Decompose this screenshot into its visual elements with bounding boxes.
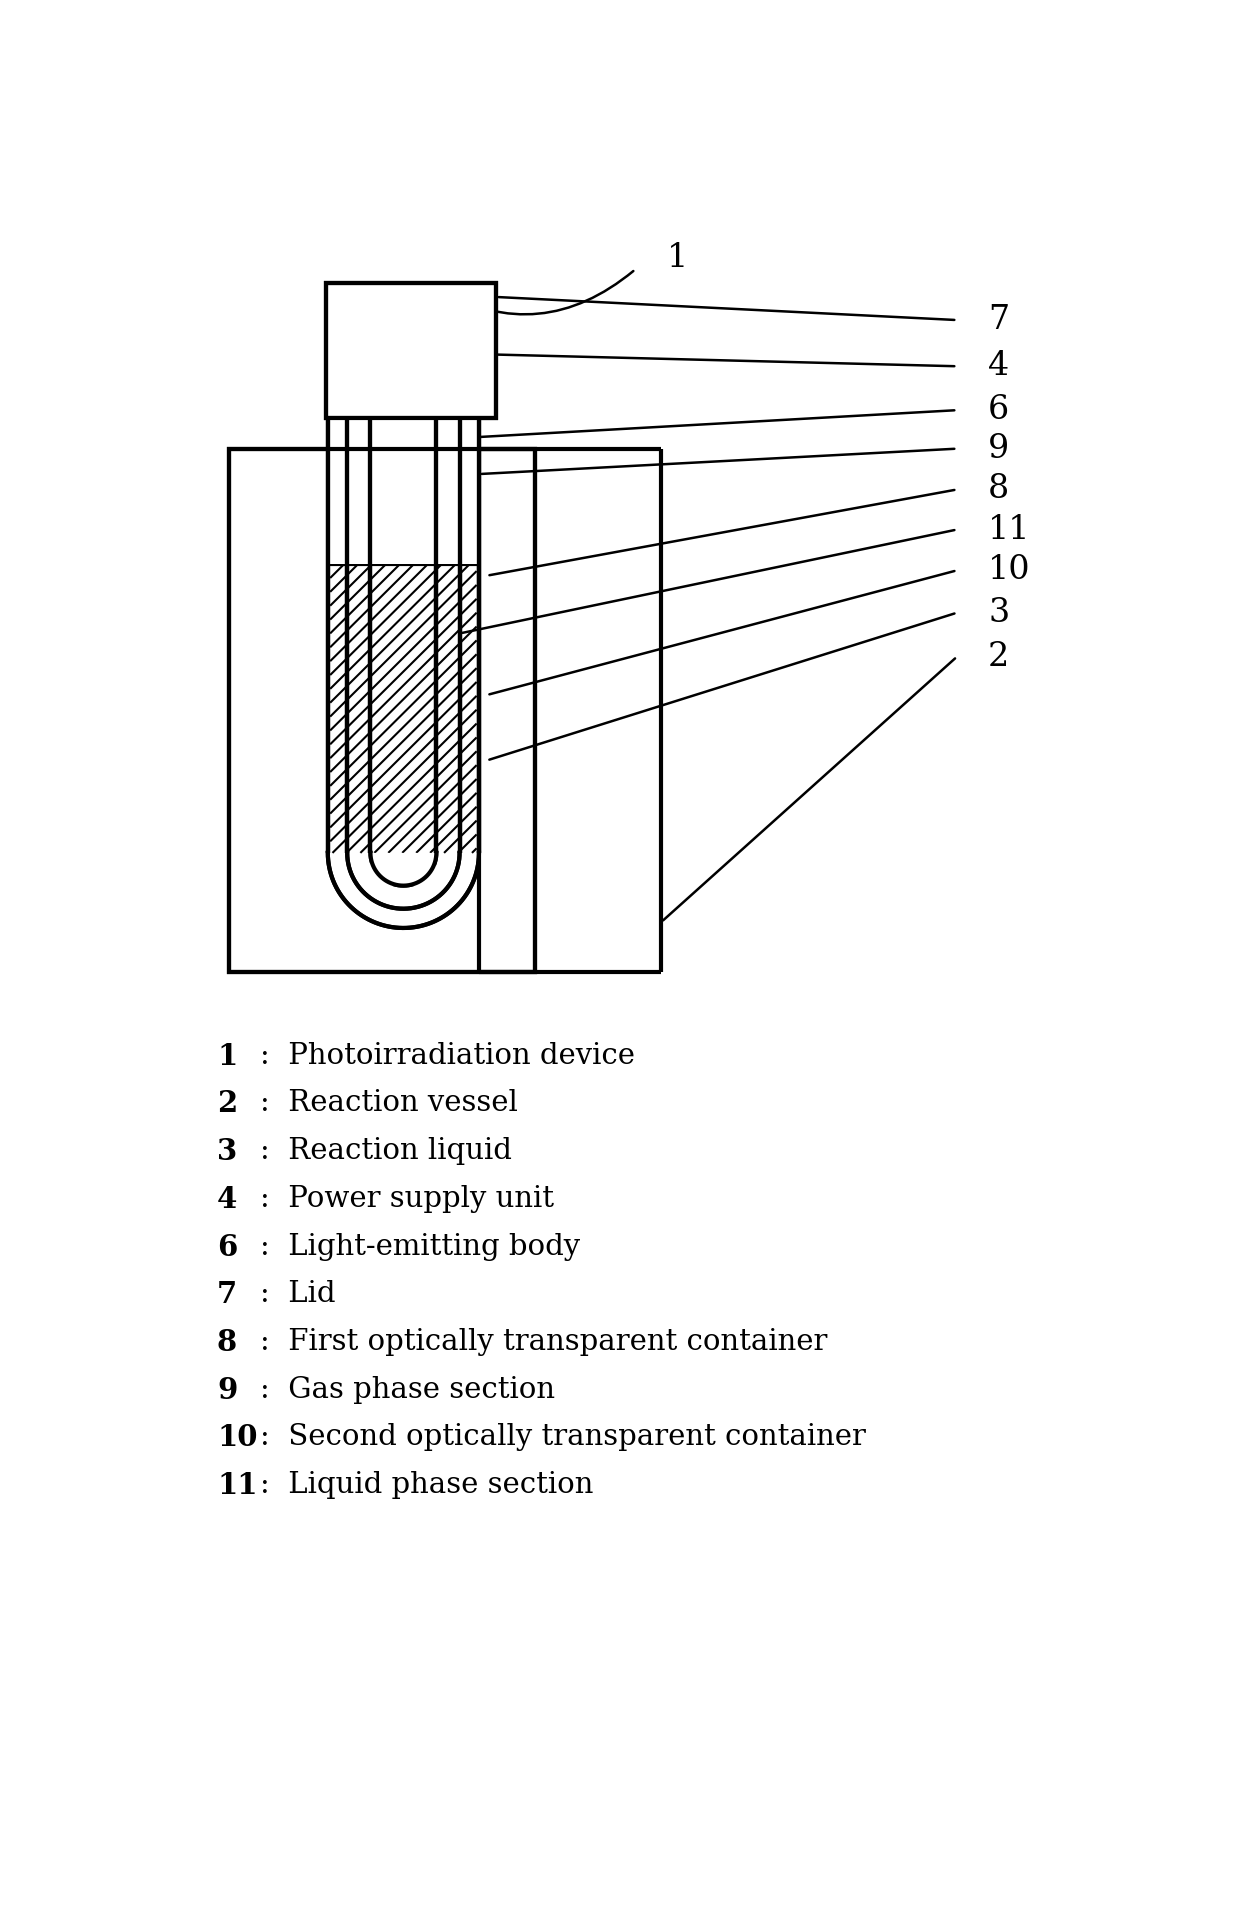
Bar: [372, 416, 435, 563]
Text: :  Light-emitting body: : Light-emitting body: [259, 1232, 580, 1261]
Bar: [438, 416, 459, 563]
Text: 8: 8: [217, 1327, 237, 1356]
Text: :  First optically transparent container: : First optically transparent container: [259, 1327, 827, 1356]
Text: 2: 2: [217, 1089, 237, 1117]
Text: :  Gas phase section: : Gas phase section: [259, 1375, 554, 1404]
Text: 7: 7: [988, 304, 1009, 336]
Text: 4: 4: [988, 350, 1009, 382]
Text: 1: 1: [667, 243, 688, 275]
Bar: [325, 283, 496, 418]
Bar: [228, 449, 534, 972]
Bar: [329, 416, 346, 563]
Text: :  Second optically transparent container: : Second optically transparent container: [259, 1423, 866, 1452]
Text: 2: 2: [988, 640, 1009, 672]
Text: 11: 11: [217, 1471, 258, 1499]
Text: :  Liquid phase section: : Liquid phase section: [259, 1471, 593, 1499]
Polygon shape: [371, 854, 436, 886]
Text: 1: 1: [217, 1041, 237, 1070]
Text: 8: 8: [988, 474, 1009, 506]
Text: 9: 9: [217, 1375, 237, 1404]
Text: :  Photoirradiation device: : Photoirradiation device: [259, 1041, 635, 1070]
Bar: [348, 416, 370, 563]
Text: :  Reaction liquid: : Reaction liquid: [259, 1136, 511, 1165]
Text: 10: 10: [217, 1423, 258, 1452]
Text: 6: 6: [217, 1232, 237, 1261]
Text: 7: 7: [217, 1280, 237, 1308]
Text: :  Power supply unit: : Power supply unit: [259, 1184, 553, 1213]
Bar: [461, 416, 477, 563]
Bar: [327, 416, 479, 936]
Text: 6: 6: [988, 393, 1009, 426]
Text: 3: 3: [217, 1136, 237, 1165]
Text: :  Lid: : Lid: [259, 1280, 335, 1308]
Text: 9: 9: [988, 434, 1009, 464]
Bar: [228, 449, 534, 972]
Text: :  Reaction vessel: : Reaction vessel: [259, 1089, 517, 1117]
Text: 3: 3: [988, 596, 1009, 628]
Text: 11: 11: [988, 514, 1030, 546]
Text: 4: 4: [217, 1184, 237, 1213]
Bar: [325, 283, 496, 418]
Bar: [329, 563, 477, 854]
Text: 10: 10: [988, 554, 1030, 586]
